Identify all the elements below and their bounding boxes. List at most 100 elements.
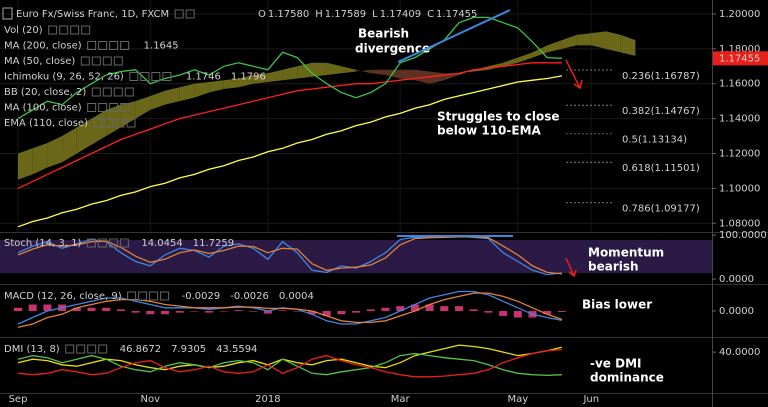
series-line <box>17 75 563 228</box>
histogram-bar <box>425 304 434 311</box>
indicator-label: BB (20, close, 2) <box>4 87 86 98</box>
ichimoku-cloud <box>106 104 121 137</box>
indicator-icon <box>102 87 112 97</box>
ichimoku-cloud <box>591 31 606 49</box>
x-tick-label: Sep <box>9 394 28 405</box>
ichimoku-cloud <box>135 95 151 119</box>
ichimoku-cloud <box>253 73 268 84</box>
header-value: 0.0004 <box>279 291 314 302</box>
ichimoku-cloud <box>209 80 224 93</box>
ichimoku-cloud <box>576 33 592 46</box>
annotation: Struggles to close <box>437 110 560 124</box>
histogram-bar <box>43 304 52 311</box>
header-value: -0.0029 <box>182 291 221 302</box>
indicator-icon <box>76 344 86 354</box>
ichimoku-cloud <box>326 62 342 76</box>
histogram-bar <box>249 311 258 312</box>
indicator-icon <box>127 291 137 301</box>
ichimoku-cloud <box>282 66 298 81</box>
annotation: below 110-EMA <box>437 124 542 138</box>
annotation: divergence <box>355 42 430 56</box>
pane-title: Euro Fx/Swiss Franc, 1D, FXCM <box>16 9 169 20</box>
ichimoku-cloud <box>165 87 180 105</box>
ohlc-key: H <box>315 9 323 20</box>
ichimoku-cloud <box>414 69 430 84</box>
ichimoku-cloud <box>606 31 621 53</box>
indicator-icon <box>97 238 107 248</box>
fib-label: 0.786(1.09177) <box>622 204 700 215</box>
histogram-bar <box>557 311 566 312</box>
fib-label: 0.5(1.13134) <box>622 135 687 146</box>
histogram-bar <box>102 307 111 311</box>
ichimoku-cloud <box>62 127 77 163</box>
histogram-bar <box>234 310 243 311</box>
indicator-icon <box>113 87 123 97</box>
ichimoku-cloud <box>32 143 48 175</box>
ichimoku-cloud <box>267 69 283 82</box>
ichimoku-cloud <box>179 83 195 102</box>
indicator-icon <box>129 72 139 81</box>
histogram-bar <box>381 307 390 311</box>
histogram-bar <box>352 311 361 313</box>
indicator-icon <box>86 238 96 248</box>
x-tick-label: Nov <box>141 394 161 405</box>
indicator-icon <box>174 9 184 19</box>
indicator-icon <box>151 72 161 81</box>
ichimoku-cloud <box>341 66 357 74</box>
ichimoku-cloud <box>620 34 636 56</box>
histogram-bar <box>28 304 37 311</box>
ohlc-key: L <box>372 9 378 20</box>
symbol-icon[interactable] <box>2 7 13 20</box>
indicator-label: MA (50, close) <box>4 56 75 67</box>
header-value: 11.7259 <box>193 238 234 249</box>
histogram-bar <box>161 311 169 315</box>
ichimoku-cloud <box>223 78 239 89</box>
histogram-bar <box>87 307 96 311</box>
indicator-icon <box>185 9 195 19</box>
histogram-bar <box>410 304 419 311</box>
indicator-icon <box>119 238 129 248</box>
ichimoku-cloud <box>532 45 548 58</box>
y-tick-label: 1.12000 <box>719 149 760 160</box>
y-tick-label: 1.20000 <box>719 9 760 20</box>
indicator-icon <box>108 238 118 248</box>
histogram-bar <box>175 311 184 313</box>
ichimoku-cloud <box>47 136 63 168</box>
ichimoku-cloud <box>561 34 577 49</box>
x-tick-label: May <box>507 394 528 405</box>
indicator-value: 1.1796 <box>231 72 266 83</box>
indicator-icon <box>162 72 172 81</box>
divergence-trendline <box>397 9 511 63</box>
y-tick-label: 1.10000 <box>719 183 760 194</box>
series-line <box>17 352 562 377</box>
ohlc-value: 1.17589 <box>325 9 366 20</box>
indicator-icon <box>48 25 58 35</box>
ichimoku-cloud <box>120 101 136 128</box>
ohlc-value: 1.17409 <box>380 9 421 20</box>
indicator-icon <box>115 118 125 128</box>
indicator-label: Vol (20) <box>4 25 43 36</box>
y-tick-label: 40.0000 <box>719 347 760 358</box>
ichimoku-cloud <box>356 69 371 74</box>
ichimoku-cloud <box>312 62 327 77</box>
histogram-bar <box>146 311 155 315</box>
indicator-icon <box>87 41 97 50</box>
histogram-bar <box>219 311 228 312</box>
series-line <box>17 62 562 189</box>
header-value: 43.5594 <box>216 344 257 355</box>
histogram-bar <box>543 311 552 315</box>
indicator-icon <box>120 103 130 112</box>
indicator-icon <box>81 25 91 35</box>
annotation: dominance <box>590 371 664 385</box>
annotation: Momentum <box>588 246 664 260</box>
indicator-icon <box>120 41 130 50</box>
indicator-icon <box>98 103 108 112</box>
indicator-icon <box>104 118 114 128</box>
indicator-icon <box>138 291 148 301</box>
series-line <box>17 348 562 378</box>
histogram-bar <box>14 307 22 311</box>
indicator-icon <box>140 72 150 81</box>
